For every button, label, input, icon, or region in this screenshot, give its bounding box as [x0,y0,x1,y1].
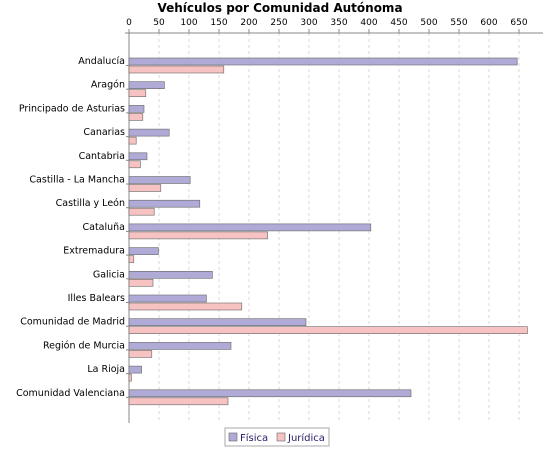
bar-fisica [128,105,145,113]
category-label: Cataluña [82,222,125,233]
category-label: Región de Murcia [43,340,125,351]
bar-fisica [128,342,232,350]
bar-fisica [128,365,142,374]
x-tick-label: 50 [153,18,165,28]
x-tick-label: 300 [300,18,317,28]
category-label: Extremadura [63,246,125,257]
category-label: Cantabria [79,151,125,162]
bar-fisica [128,57,518,66]
x-tick-label: 600 [480,18,497,28]
x-tick-label: 500 [420,18,437,28]
x-tick-label: 550 [450,18,467,28]
bar-juridica [128,160,141,169]
bars [128,57,528,406]
legend[interactable]: Física Jurídica [224,427,330,447]
bar-juridica [128,397,229,406]
bar-juridica [128,136,137,145]
legend-swatch [228,432,238,442]
bar-juridica [128,207,155,216]
bar-juridica [128,373,132,382]
bar-juridica [128,184,162,192]
legend-swatch [276,432,286,442]
category-label: Castilla y León [56,198,125,209]
bar-juridica [128,350,153,358]
legend-label[interactable]: Física [240,432,268,444]
x-tick-label: 350 [330,18,347,28]
bar-juridica [128,255,135,263]
bar-fisica [128,152,148,161]
bar-juridica [128,302,243,311]
bar-juridica [128,278,154,287]
bar-fisica [128,199,201,208]
bar-juridica [128,231,268,240]
category-label: La Rioja [87,364,125,375]
bar-fisica [128,318,307,327]
bar-fisica [128,176,191,184]
bar-fisica [128,389,412,398]
bar-juridica [128,89,147,97]
x-tick-label: 650 [510,18,527,28]
legend-label[interactable]: Jurídica [287,432,325,444]
category-label: Principado de Asturias [19,103,125,114]
bar-fisica [128,294,207,303]
category-axis: Andalucía Aragón Principado de Asturias Can… [16,56,129,399]
category-label: Illes Balears [68,293,125,304]
category-label: Canarias [83,127,125,138]
category-label: Galicia [93,269,125,280]
category-label: Aragón [91,80,125,91]
bar-fisica [128,81,165,89]
bar-fisica [128,223,372,232]
chart-title: Vehículos por Comunidad Autónoma [157,1,402,15]
x-tick-label: 250 [270,18,287,28]
x-axis: 0 50 100 150 200 250 300 350 400 450 500 550 600 650 [125,18,543,423]
x-tick-label: 100 [180,18,197,28]
category-label: Comunidad de Madrid [20,317,125,328]
x-tick-label: 400 [360,18,377,28]
bar-fisica [128,247,159,255]
x-tick-label: 200 [240,18,257,28]
x-tick-label: 0 [126,18,132,28]
x-tick-label: 150 [210,18,227,28]
x-tick-label: 450 [390,18,407,28]
bar-juridica [128,113,144,121]
category-label: Castilla - La Mancha [29,175,125,186]
bar-juridica [128,65,225,74]
category-label: Andalucía [78,56,125,67]
bar-juridica [128,326,528,335]
bar-fisica [128,270,213,279]
bar-fisica [128,128,170,137]
category-label: Comunidad Valenciana [16,388,125,399]
